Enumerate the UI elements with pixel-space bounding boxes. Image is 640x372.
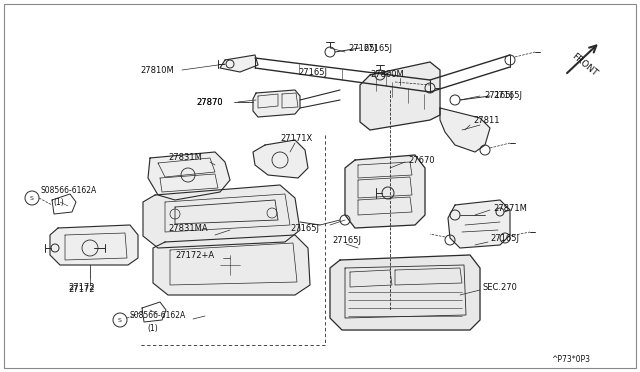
- Text: 27871M: 27871M: [493, 203, 527, 212]
- Text: FRONT: FRONT: [570, 52, 599, 78]
- Text: 27165J: 27165J: [484, 90, 513, 99]
- Text: 27172: 27172: [68, 285, 95, 295]
- Polygon shape: [153, 235, 310, 295]
- Polygon shape: [330, 255, 480, 330]
- Text: S08566-6162A: S08566-6162A: [40, 186, 96, 195]
- Text: 27670: 27670: [408, 155, 435, 164]
- Text: 27800M: 27800M: [370, 70, 404, 78]
- Text: 27165J: 27165J: [363, 44, 392, 52]
- Polygon shape: [143, 185, 300, 248]
- Polygon shape: [253, 90, 300, 117]
- Text: 27810M: 27810M: [140, 65, 173, 74]
- Text: 27165J: 27165J: [490, 234, 519, 243]
- Polygon shape: [448, 200, 510, 248]
- Text: 27831MA: 27831MA: [168, 224, 207, 232]
- Text: (1): (1): [147, 324, 157, 333]
- Text: ^P73*0P3: ^P73*0P3: [551, 356, 590, 365]
- Text: 27165J: 27165J: [493, 90, 522, 99]
- Text: S: S: [30, 196, 34, 201]
- Text: (1): (1): [53, 198, 64, 206]
- Text: 27831M: 27831M: [168, 153, 202, 161]
- Text: 27172: 27172: [68, 283, 95, 292]
- Polygon shape: [360, 62, 440, 130]
- Text: 27165J: 27165J: [298, 67, 327, 77]
- Text: 27165J: 27165J: [348, 44, 377, 52]
- Text: S08566-6162A: S08566-6162A: [130, 311, 186, 321]
- Polygon shape: [440, 108, 490, 152]
- Polygon shape: [253, 140, 308, 178]
- Text: 27870: 27870: [196, 97, 223, 106]
- Polygon shape: [50, 225, 138, 265]
- Text: S: S: [118, 317, 122, 323]
- Text: 27811: 27811: [473, 115, 499, 125]
- Text: 27165J: 27165J: [290, 224, 319, 232]
- Polygon shape: [148, 152, 230, 200]
- Polygon shape: [345, 155, 425, 228]
- Polygon shape: [220, 55, 258, 72]
- Text: SEC.270: SEC.270: [483, 283, 518, 292]
- Text: 27171X: 27171X: [280, 134, 312, 142]
- Text: 27165J: 27165J: [332, 235, 361, 244]
- Text: 27172+A: 27172+A: [175, 250, 214, 260]
- Text: 27870: 27870: [196, 97, 223, 106]
